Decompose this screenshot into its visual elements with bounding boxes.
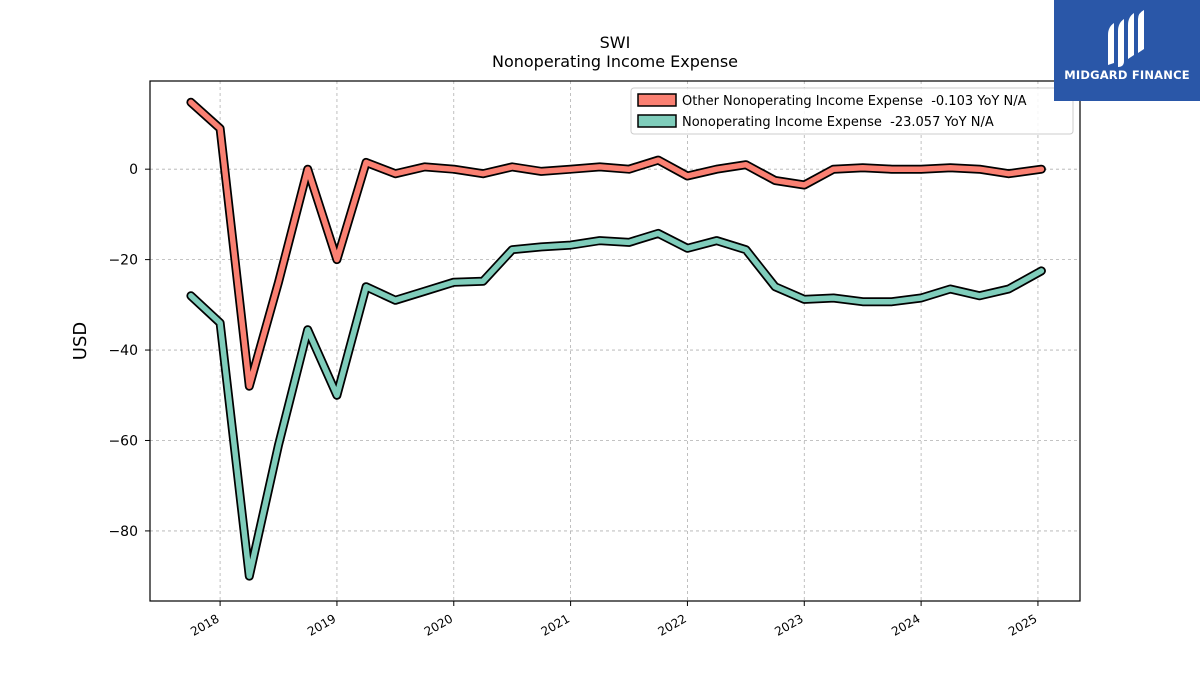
x-tick-label: 2025 <box>1006 611 1039 638</box>
x-tick-label: 2021 <box>539 611 572 638</box>
y-axis-label: USD <box>70 322 91 360</box>
plot-frame <box>149 80 1081 602</box>
x-tick-label: 2018 <box>188 611 221 638</box>
logo-text: MIDGARD FINANCE <box>1064 68 1190 82</box>
y-tick-label: −60 <box>108 433 138 449</box>
legend-swatch-total <box>637 114 677 128</box>
series-lines <box>186 97 1046 581</box>
x-tick-label: 2019 <box>305 611 338 638</box>
legend: Other Nonoperating Income Expense -0.103… <box>630 87 1074 135</box>
y-tick-label: −20 <box>108 253 138 269</box>
legend-box <box>630 87 1074 135</box>
chart-subtitle: Nonoperating Income Expense <box>492 52 738 71</box>
gridlines <box>150 81 1080 601</box>
legend-swatch-other <box>637 93 677 107</box>
x-tick-label: 2020 <box>422 611 455 638</box>
y-tick-label: 0 <box>129 162 138 178</box>
series-line-0 <box>188 99 1045 389</box>
series-outline-1 <box>186 228 1046 581</box>
chart-title: SWI <box>600 33 631 52</box>
y-tick-label: −80 <box>108 524 138 540</box>
legend-label-other: Other Nonoperating Income Expense -0.103… <box>682 94 1027 109</box>
x-tick-label: 2024 <box>889 611 922 638</box>
x-tick-label: 2023 <box>772 611 805 638</box>
midgard-finance-logo: MIDGARD FINANCE <box>1054 0 1200 101</box>
legend-label-total: Nonoperating Income Expense -23.057 YoY … <box>682 115 994 130</box>
logo-mark-icon <box>1108 10 1144 67</box>
x-tick-label: 2022 <box>655 611 688 638</box>
y-tick-label: −40 <box>108 343 138 359</box>
series-line-1 <box>188 230 1045 579</box>
